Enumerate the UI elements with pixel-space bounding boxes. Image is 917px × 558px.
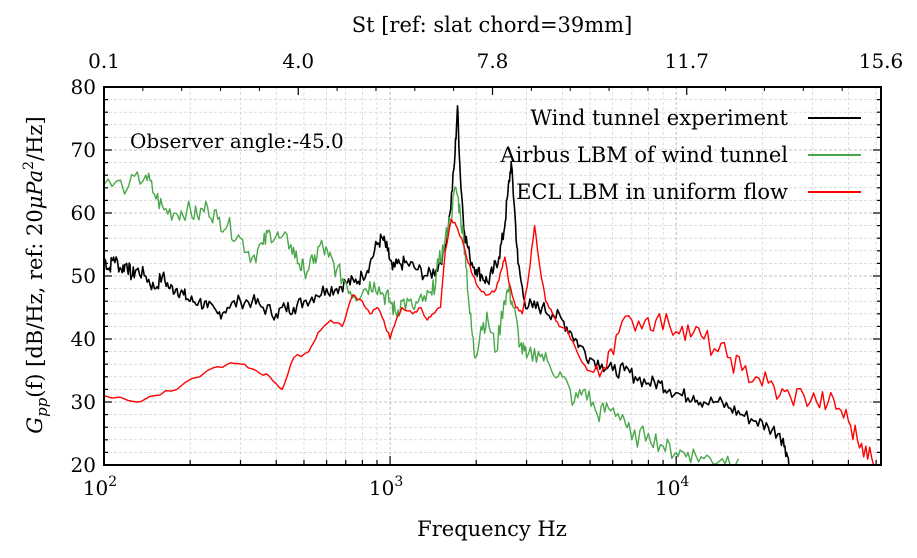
top-axis-tick-label: 4.0 [282,49,314,73]
top-axis-title: St [ref: slat chord=39mm] [352,13,633,37]
ticks [103,86,882,466]
top-axis-tick-label: 15.6 [859,49,904,73]
y-axis-title: Gpp(f) [dB/Hz, ref: 20μPa2/Hz] [21,116,51,433]
y-tick-label: 50 [71,264,96,288]
y-tick-label: 40 [71,327,96,351]
top-axis-tick-label: 7.8 [477,49,509,73]
series-line-2 [104,171,740,465]
x-axis-title: Frequency Hz [417,517,567,541]
x-tick-label: 104 [655,474,689,500]
series-group [104,105,875,465]
observer-angle-annotation: Observer angle:-45.0 [130,129,344,153]
y-tick-label: 70 [71,138,96,162]
y-tick-label: 30 [71,390,96,414]
x-tick-label: 103 [369,474,403,500]
x-tick-label: 102 [83,474,117,500]
legend-label-3: ECL LBM in uniform flow [516,180,788,204]
y-tick-label: 80 [71,75,96,99]
legend: Wind tunnel experiment Airbus LBM of wind… [500,106,861,204]
legend-label-1: Wind tunnel experiment [530,106,788,130]
legend-label-2: Airbus LBM of wind tunnel [500,143,789,167]
tick-labels: 20 30 40 50 60 70 80 102 103 104 0.1 4.0 7.8 11.7 15.6 [71,49,904,500]
top-axis-tick-label: 0.1 [88,49,120,73]
y-tick-label: 60 [71,201,96,225]
series-line-3 [104,218,875,465]
y-tick-label: 20 [71,453,96,477]
top-axis-tick-label: 11.7 [664,49,709,73]
